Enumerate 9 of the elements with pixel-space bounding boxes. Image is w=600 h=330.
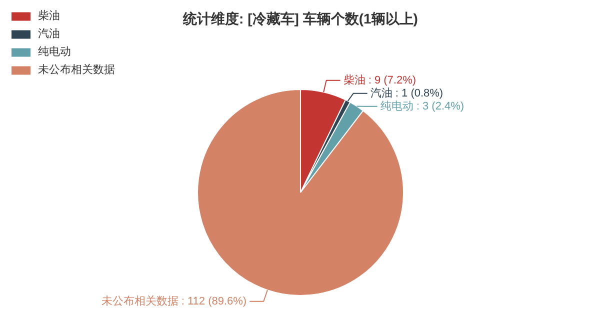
chart-title: 统计维度: [冷藏车] 车辆个数(1辆以上) — [182, 10, 418, 26]
legend-label: 未公布相关数据 — [38, 62, 115, 77]
data-label: 未公布相关数据 : 112 (89.6%) — [101, 294, 247, 308]
data-label: 汽油 : 1 (0.8%) — [370, 86, 444, 100]
legend-label: 纯电动 — [38, 45, 71, 59]
legend-label: 柴油 — [38, 8, 60, 23]
legend-label: 汽油 — [38, 27, 60, 41]
data-label: 纯电动 : 3 (2.4%) — [380, 99, 464, 112]
data-label: 柴油 : 9 (7.2%) — [343, 73, 416, 86]
